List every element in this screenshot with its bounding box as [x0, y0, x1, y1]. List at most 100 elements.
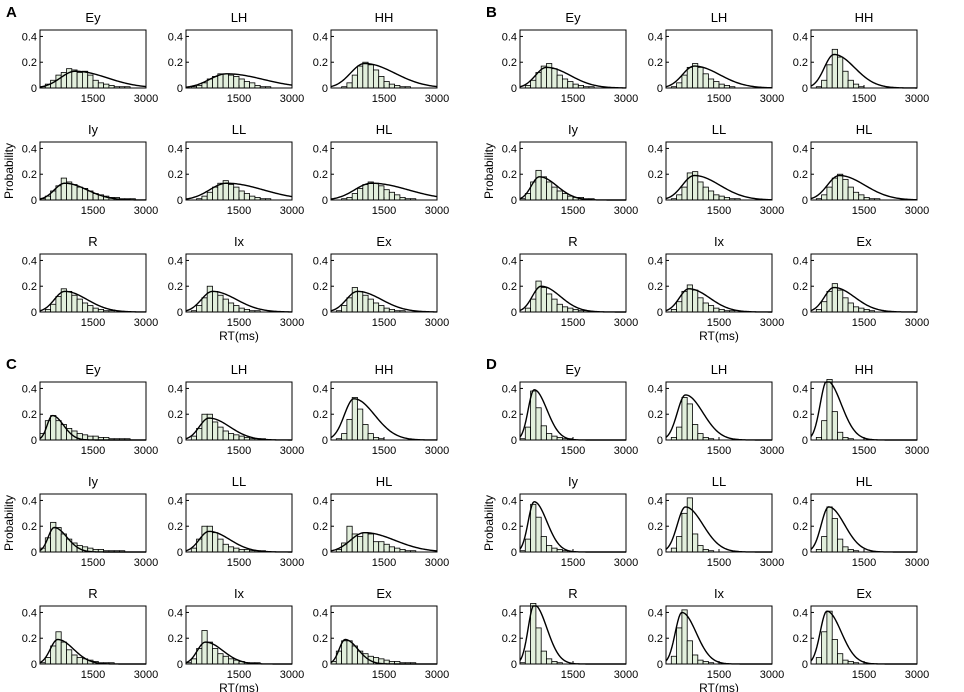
histogram-bar — [217, 426, 224, 441]
panel-letter: B — [486, 4, 497, 21]
histogram-bar — [362, 294, 369, 313]
x-tick-label: 1500 — [707, 93, 731, 105]
histogram-bar — [535, 407, 542, 441]
x-tick-label: 1500 — [707, 317, 731, 329]
x-tick-label: 3000 — [614, 205, 638, 217]
histogram-bar — [831, 518, 838, 553]
histogram-bar — [670, 547, 677, 553]
y-tick-label: 0 — [177, 195, 183, 207]
panel-letter: D — [486, 356, 497, 373]
y-tick-label: 0 — [511, 195, 517, 207]
subplot-title: Iy — [568, 122, 579, 137]
histogram-bar — [681, 290, 688, 313]
y-tick-label: 0.2 — [793, 281, 808, 293]
panel-a: A Ey 0 0.2 0.4 1500 3000 LH 0 0.2 0.4 1500 3000 HH 0 0.… — [2, 4, 449, 343]
histogram-bar — [206, 641, 213, 665]
histogram-bar — [713, 307, 720, 313]
histogram-bar — [842, 546, 849, 553]
subplot-title: Ey — [565, 362, 581, 377]
histogram-bar — [357, 408, 364, 441]
histogram-bar — [357, 187, 364, 201]
y-tick-label: 0.2 — [502, 281, 517, 293]
fit-curve — [330, 62, 438, 88]
y-tick-label: 0.4 — [22, 143, 37, 155]
fit-curve — [330, 182, 438, 200]
histogram-bar — [367, 181, 374, 201]
x-tick-label: 3000 — [905, 669, 929, 681]
histogram-bar — [826, 610, 833, 665]
y-tick-label: 0.2 — [22, 281, 37, 293]
histogram-bar — [831, 411, 838, 441]
subplot-lh: LH 0 0.2 0.4 1500 3000 — [168, 362, 305, 457]
x-tick-label: 1500 — [81, 93, 105, 105]
histogram-bars — [39, 415, 131, 441]
y-axis-label: Probability — [2, 495, 16, 551]
histogram-bar — [551, 68, 558, 89]
histogram-bar — [556, 190, 563, 201]
histogram-bar — [692, 289, 699, 313]
x-tick-label: 3000 — [905, 93, 929, 105]
x-tick-label: 3000 — [425, 445, 449, 457]
histogram-bar — [530, 79, 537, 89]
subplot-ix: Ix 0 0.2 0.4 1500 3000 — [168, 234, 305, 329]
histogram-bar — [826, 506, 833, 553]
histogram-bar — [60, 177, 67, 201]
y-tick-label: 0.2 — [168, 281, 183, 293]
histogram-bar — [378, 305, 385, 313]
x-tick-label: 3000 — [134, 445, 158, 457]
x-tick-label: 1500 — [227, 445, 251, 457]
histogram-bar — [206, 525, 213, 553]
x-tick-label: 1500 — [707, 669, 731, 681]
histogram-bars — [519, 603, 563, 665]
y-tick-label: 0.2 — [168, 521, 183, 533]
y-tick-label: 0.2 — [648, 169, 663, 181]
histogram-bar — [394, 194, 401, 201]
y-tick-label: 0 — [802, 659, 808, 671]
panel-c: C Ey 0 0.2 0.4 1500 3000 LH 0 0.2 0.4 1500 3000 HH 0 0.… — [2, 356, 449, 692]
x-tick-label: 3000 — [614, 317, 638, 329]
y-tick-label: 0 — [511, 435, 517, 447]
histogram-bar — [676, 426, 683, 441]
x-tick-label: 3000 — [614, 93, 638, 105]
histogram-bar — [212, 421, 219, 441]
subplot-title: Iy — [88, 474, 99, 489]
histogram-bar — [562, 78, 569, 89]
histogram-bar — [71, 184, 78, 201]
histogram-bar — [676, 627, 683, 665]
histogram-bars — [39, 68, 131, 89]
histogram-bar — [681, 609, 688, 665]
subplot-title: HL — [376, 122, 393, 137]
subplot-ix: Ix 0 0.2 0.4 1500 3000 — [648, 586, 785, 681]
subplot-ll: LL 0 0.2 0.4 1500 3000 — [648, 474, 785, 569]
histogram-bar — [243, 81, 251, 89]
histogram-bar — [351, 397, 358, 441]
x-tick-label: 1500 — [852, 93, 876, 105]
histogram-bars — [44, 288, 115, 313]
histogram-bars — [190, 413, 266, 441]
x-tick-label: 1500 — [227, 557, 251, 569]
y-tick-label: 0.2 — [793, 169, 808, 181]
histogram-bar — [546, 181, 553, 201]
histogram-bar — [831, 639, 838, 665]
subplot-hh: HH 0 0.2 0.4 1500 3000 — [793, 10, 930, 105]
subplot-title: Iy — [88, 122, 99, 137]
histogram-bar — [76, 72, 83, 89]
y-tick-label: 0.4 — [22, 31, 37, 43]
histogram-bar — [233, 434, 240, 441]
y-tick-label: 0 — [802, 307, 808, 319]
histogram-bar — [238, 190, 245, 201]
histogram-bar — [837, 56, 844, 89]
y-tick-label: 0.4 — [313, 31, 328, 43]
histogram-bar — [394, 547, 401, 553]
panel-b: B Ey 0 0.2 0.4 1500 3000 LH 0 0.2 0.4 1500 3000 HH 0 0.… — [482, 4, 929, 343]
histogram-bar — [708, 190, 715, 201]
fit-curve — [330, 531, 438, 552]
histogram-bar — [367, 433, 374, 441]
x-tick-label: 3000 — [614, 669, 638, 681]
histogram-bar — [837, 289, 844, 313]
y-tick-label: 0.2 — [168, 633, 183, 645]
histogram-bar — [551, 435, 558, 441]
x-tick-label: 1500 — [81, 317, 105, 329]
y-tick-label: 0.2 — [168, 409, 183, 421]
histogram-bar — [55, 420, 62, 441]
